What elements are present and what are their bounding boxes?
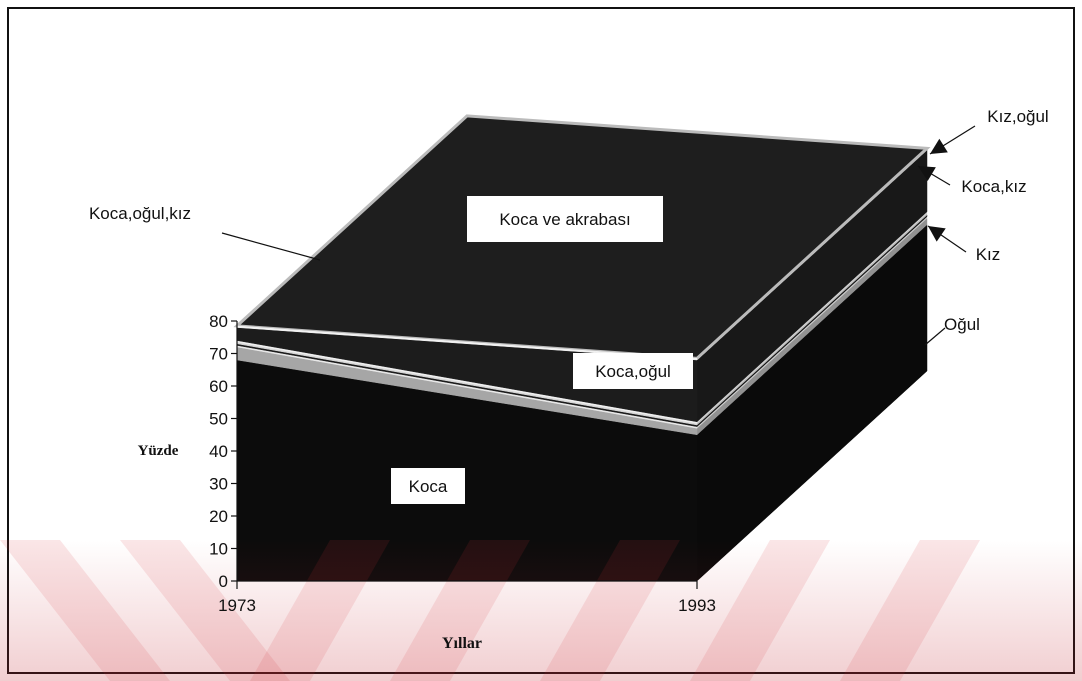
y-tick-label: 20 (209, 507, 228, 526)
right-side-face (696, 147, 928, 582)
inline-label-text: Koca,oğul (595, 362, 671, 381)
y-tick-label: 0 (219, 572, 228, 591)
y-tick-label: 60 (209, 377, 228, 396)
callout-oğul: Oğul (924, 315, 980, 346)
x-axis-title: Yıllar (442, 635, 482, 652)
y-tick-label: 50 (209, 410, 228, 429)
y-tick-label: 10 (209, 540, 228, 559)
inline-label-koca: Koca (391, 468, 465, 504)
callout-leader (924, 327, 946, 346)
callout-kız-oğul: Kız,oğul (929, 107, 1049, 155)
front-face (236, 325, 698, 582)
callout-text: Koca,oğul,kız (89, 204, 191, 223)
x-axis: 1973 1993 (218, 580, 716, 615)
inline-label-text: Koca (409, 477, 448, 496)
callout-arrowhead (918, 166, 936, 182)
inline-labels: Koca Koca,oğul Koca ve akrabası (391, 196, 693, 504)
y-tick-label: 70 (209, 345, 228, 364)
callout-koca-kız: Koca,kız (917, 165, 1027, 196)
callout-koca-oğul-kız: Koca,oğul,kız (89, 204, 321, 261)
inline-label-koca-ve-akrabası: Koca ve akrabası (467, 196, 663, 242)
y-axis: 0 10 20 30 40 50 60 70 80 (209, 312, 238, 591)
callout-kız: Kız (927, 225, 1001, 264)
inline-label-text: Koca ve akrabası (499, 210, 630, 229)
x-tick-label: 1973 (218, 596, 256, 615)
y-axis-title: Yüzde (138, 443, 179, 459)
inline-label-koca-oğul: Koca,oğul (573, 353, 693, 389)
callout-text: Koca,kız (961, 177, 1026, 196)
y-tick-label: 40 (209, 442, 228, 461)
y-tick-label: 30 (209, 475, 228, 494)
inline-label-box (467, 196, 663, 242)
callout-arrowhead (928, 226, 946, 242)
callout-labels: Kız,oğul Koca,kız Kız Oğul Koca,oğul,kız (89, 107, 1049, 346)
callout-text: Oğul (944, 315, 980, 334)
callout-text: Kız,oğul (987, 107, 1048, 126)
y-tick-label: 80 (209, 312, 228, 331)
inline-label-box (391, 468, 465, 504)
side-shade (697, 148, 927, 581)
callout-leader (221, 232, 321, 261)
callout-arrowhead (930, 138, 948, 154)
callout-text: Kız (976, 245, 1001, 264)
watermark (0, 540, 1082, 681)
x-tick-label: 1993 (678, 596, 716, 615)
inline-label-box (573, 353, 693, 389)
